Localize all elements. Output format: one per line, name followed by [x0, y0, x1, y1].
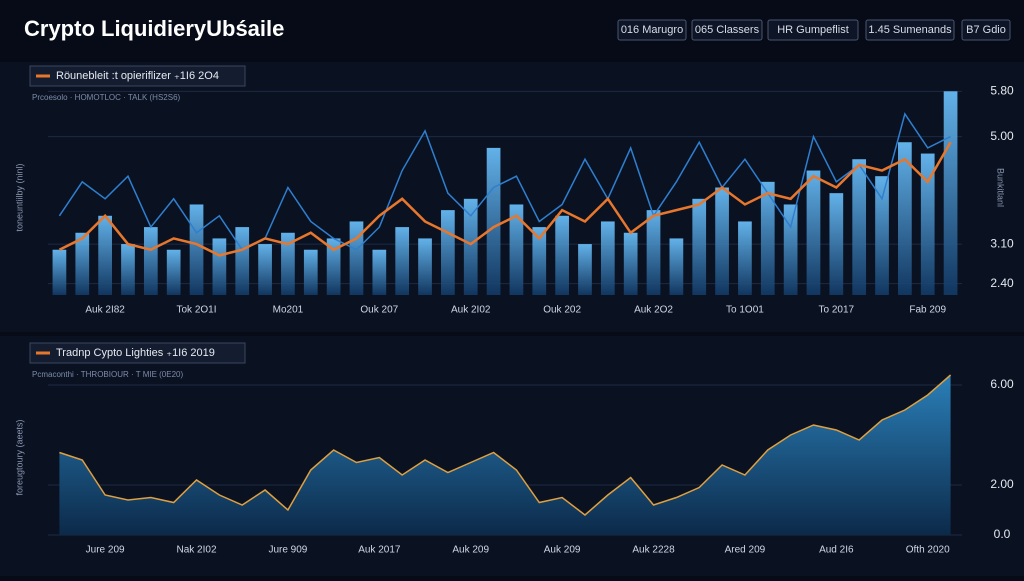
x-tick-label: Mo201 — [273, 305, 304, 316]
bar — [121, 244, 135, 295]
bar — [898, 142, 912, 295]
button-label: 065 Classers — [695, 24, 760, 36]
bar — [143, 227, 158, 295]
y2-axis-label: Bunkitlanl — [996, 168, 1006, 207]
bar — [738, 221, 752, 295]
y-tick-label: 6.00 — [990, 377, 1014, 391]
x-tick-label: Auk 209 — [452, 545, 489, 556]
x-tick-label: Auk 2228 — [632, 545, 675, 556]
x-tick-label: Nak 2I02 — [177, 545, 217, 556]
bar — [189, 204, 204, 295]
x-tick-label: Tok 2O1I — [177, 305, 217, 316]
bar — [372, 249, 387, 295]
chart-subtitle: Prcoesolo · HOMOTLOC · TALK (HS2S6) — [32, 93, 181, 102]
button-label: B7 Gdio — [966, 24, 1006, 36]
bar — [760, 181, 775, 295]
bar — [532, 227, 547, 295]
x-tick-label: Ouk 207 — [360, 305, 398, 316]
bar — [486, 147, 501, 295]
bar — [600, 221, 615, 295]
bar — [75, 232, 90, 295]
button-label: HR Gumpeflist — [777, 24, 849, 36]
legend-box — [29, 65, 246, 87]
y-tick-label: 5.80 — [990, 83, 1014, 97]
page-title: Crypto LiquidieryUbśaile — [24, 16, 284, 41]
bar — [166, 249, 181, 295]
bar — [669, 238, 684, 295]
bar — [555, 215, 569, 295]
bar — [783, 204, 798, 295]
bar — [258, 244, 272, 295]
x-tick-label: Auk 2I82 — [85, 305, 125, 316]
bar — [875, 176, 889, 295]
x-tick-label: Ouk 202 — [543, 305, 581, 316]
x-tick-label: Ared 209 — [725, 545, 766, 556]
line — [58, 112, 951, 251]
legend-label: Röunebleit :t opieriflizer ₊1I6 2O4 — [56, 70, 219, 82]
bar — [463, 198, 478, 295]
area-line — [59, 374, 952, 516]
header-button[interactable] — [691, 19, 763, 41]
bar — [715, 187, 729, 295]
bar — [646, 210, 661, 295]
header-button[interactable] — [617, 19, 687, 41]
bar — [509, 204, 524, 295]
y-tick-label: 2.00 — [990, 477, 1014, 491]
bar — [52, 249, 67, 295]
bar — [418, 238, 432, 295]
bar — [829, 193, 844, 295]
y-tick-label: 2.40 — [990, 276, 1014, 290]
x-tick-label: Jure 909 — [268, 545, 307, 556]
y-axis-label: toneuntiilby (ninl) — [14, 163, 24, 231]
x-tick-label: Ofth 2020 — [906, 545, 950, 556]
x-tick-label: Auk 2017 — [358, 545, 401, 556]
header-button[interactable] — [961, 19, 1011, 41]
x-tick-label: Auk 2O2 — [634, 305, 673, 316]
bar — [303, 249, 318, 295]
header-button[interactable] — [865, 19, 955, 41]
bar — [578, 244, 592, 295]
y-axis-label: foreugtoury (aeets) — [14, 419, 24, 495]
bar — [692, 198, 707, 295]
y-tick-label: 5.00 — [990, 129, 1014, 143]
x-tick-label: Auk 209 — [544, 545, 581, 556]
bar — [98, 215, 112, 295]
bar — [235, 227, 250, 295]
bar — [920, 153, 935, 295]
header-button[interactable] — [767, 19, 859, 41]
legend-label: Tradnp Cypto Lighties ₊1I6 2019 — [56, 347, 215, 359]
x-tick-label: Auk 2I02 — [451, 305, 491, 316]
bar — [441, 210, 455, 295]
button-label: 1.45 Sumenands — [868, 24, 952, 36]
chart-subtitle: Pcmaconthi · THROBIOUR · T MIE (0E20) — [32, 370, 183, 379]
x-tick-label: To 1O01 — [726, 305, 764, 316]
area-fill — [59, 375, 951, 535]
y-tick-label: 3.10 — [990, 236, 1014, 250]
button-label: 016 Marugro — [621, 24, 683, 36]
x-tick-label: To 2017 — [819, 305, 855, 316]
bar — [326, 238, 341, 295]
x-tick-label: Fab 209 — [909, 305, 946, 316]
bar — [806, 170, 821, 295]
legend-box — [29, 342, 246, 364]
bar — [623, 232, 638, 295]
line — [58, 141, 952, 257]
bar — [852, 159, 867, 295]
bar — [395, 227, 410, 295]
bar — [281, 232, 295, 295]
y-tick-label: 0.0 — [994, 527, 1011, 541]
x-tick-label: Jure 209 — [86, 545, 125, 556]
x-tick-label: Aud 2I6 — [819, 545, 854, 556]
bar — [943, 91, 958, 295]
bar — [212, 238, 227, 295]
